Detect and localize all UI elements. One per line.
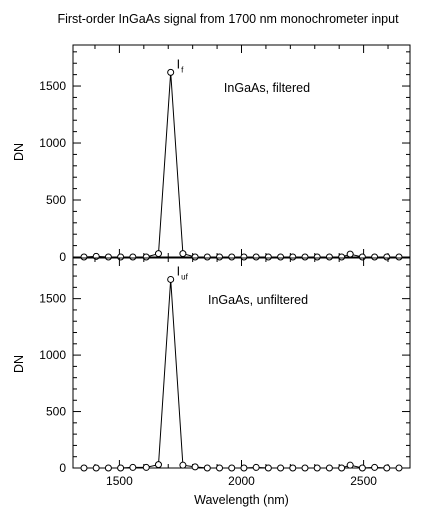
chart-panel-top: 0 500 1000 1500 DN InGaAs, filtered If: [12, 44, 411, 264]
data-point: [358, 253, 366, 261]
data-point: [216, 464, 224, 472]
y-tick-label: 1000: [39, 136, 66, 150]
data-point: [228, 464, 236, 472]
data-point: [346, 461, 354, 469]
data-point: [80, 253, 88, 261]
data-point: [92, 464, 100, 472]
plot-frame: [72, 257, 411, 469]
data-point: [264, 464, 272, 472]
plot-frame: [72, 44, 411, 258]
y-tick-label: 1500: [39, 79, 66, 93]
data-point: [277, 253, 285, 261]
data-point: [301, 253, 309, 261]
data-point: [395, 253, 403, 261]
data-point: [129, 463, 137, 471]
data-point: [383, 253, 391, 261]
data-point: [92, 252, 100, 260]
peak-label: Iuf: [177, 264, 189, 281]
data-point: [179, 461, 187, 469]
x-tick-label: 2000: [228, 474, 255, 488]
peak-label: If: [177, 57, 184, 74]
data-point: [154, 461, 162, 469]
data-point: [301, 464, 309, 472]
y-tick-label: 500: [46, 405, 66, 419]
data-point: [167, 68, 175, 76]
data-point: [338, 464, 346, 472]
x-tick-label: 1500: [106, 474, 133, 488]
data-point: [179, 250, 187, 258]
y-tick-label: 500: [46, 193, 66, 207]
data-point: [325, 253, 333, 261]
data-point: [252, 463, 260, 471]
data-point: [228, 253, 236, 261]
data-point: [358, 464, 366, 472]
data-point: [80, 464, 88, 472]
data-point: [313, 464, 321, 472]
data-point: [117, 253, 125, 261]
data-point: [289, 464, 297, 472]
y-tick-label: 0: [59, 461, 66, 475]
data-point: [325, 464, 333, 472]
data-point: [252, 253, 260, 261]
y-axis-label: DN: [12, 355, 26, 373]
figure-title: First-order InGaAs signal from 1700 nm m…: [57, 12, 399, 26]
x-axis-label: Wavelength (nm): [194, 493, 289, 507]
data-point: [371, 253, 379, 261]
data-point: [203, 253, 211, 261]
y-axis-label: DN: [12, 143, 26, 161]
data-point: [395, 464, 403, 472]
data-point: [191, 463, 199, 471]
data-point: [277, 464, 285, 472]
y-tick-label: 1000: [39, 348, 66, 362]
data-point: [346, 250, 354, 258]
panel-annotation: InGaAs, unfiltered: [208, 293, 308, 307]
data-point: [154, 250, 162, 258]
panel-annotation: InGaAs, filtered: [224, 81, 310, 95]
x-tick-label: 2500: [350, 474, 377, 488]
data-point: [383, 464, 391, 472]
data-point: [117, 464, 125, 472]
chart-panel-bottom: 1500 2000 2500 0 500 1000 1500 DN Wavelength (nm…: [12, 257, 411, 507]
data-point: [167, 275, 175, 283]
data-point: [203, 464, 211, 472]
data-point: [371, 463, 379, 471]
series-line: [83, 72, 399, 258]
y-tick-label: 0: [59, 250, 66, 264]
y-tick-label: 1500: [39, 292, 66, 306]
data-point: [240, 464, 248, 472]
data-point: [104, 253, 112, 261]
data-point: [142, 463, 150, 471]
series-line: [84, 279, 399, 469]
data-point: [129, 253, 137, 261]
data-point: [104, 464, 112, 472]
